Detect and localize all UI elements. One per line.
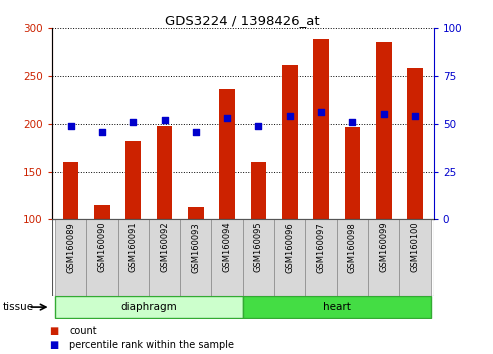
Point [67, 123, 74, 129]
Text: GSM160096: GSM160096 [285, 222, 294, 273]
Text: GSM160092: GSM160092 [160, 222, 169, 272]
Bar [219, 88, 235, 219]
Title: GDS3224 / 1398426_at: GDS3224 / 1398426_at [166, 14, 320, 27]
Point [192, 129, 200, 135]
Bar [188, 207, 204, 219]
Text: GSM160097: GSM160097 [317, 222, 325, 273]
Text: count: count [69, 326, 97, 336]
Bar [180, 219, 211, 296]
Point [98, 129, 106, 135]
Text: GSM160093: GSM160093 [191, 222, 200, 273]
Point [223, 115, 231, 121]
Bar [157, 126, 173, 219]
Bar [243, 219, 274, 296]
Bar [306, 219, 337, 296]
Bar [368, 219, 399, 296]
Bar [211, 219, 243, 296]
Bar [149, 219, 180, 296]
Text: ■: ■ [49, 326, 59, 336]
Bar [117, 219, 149, 296]
Bar [63, 162, 78, 219]
Bar [125, 141, 141, 219]
Text: GSM160100: GSM160100 [411, 222, 420, 272]
Bar [313, 39, 329, 219]
Text: GSM160099: GSM160099 [379, 222, 388, 272]
Bar [55, 296, 243, 318]
Bar [94, 205, 110, 219]
Point [317, 110, 325, 115]
Point [411, 113, 419, 119]
Text: GSM160091: GSM160091 [129, 222, 138, 272]
Text: GSM160098: GSM160098 [348, 222, 357, 273]
Bar [399, 219, 431, 296]
Bar [282, 65, 298, 219]
Bar [376, 42, 391, 219]
Bar [86, 219, 117, 296]
Bar [345, 127, 360, 219]
Point [286, 113, 294, 119]
Text: percentile rank within the sample: percentile rank within the sample [69, 340, 234, 350]
Bar [243, 296, 431, 318]
Point [380, 112, 387, 117]
Text: heart: heart [323, 302, 351, 312]
Point [349, 119, 356, 125]
Text: tissue: tissue [2, 302, 34, 312]
Text: ■: ■ [49, 340, 59, 350]
Text: GSM160094: GSM160094 [223, 222, 232, 272]
Point [161, 117, 169, 123]
Point [254, 123, 262, 129]
Text: GSM160090: GSM160090 [98, 222, 106, 272]
Text: diaphragm: diaphragm [120, 302, 177, 312]
Text: GSM160095: GSM160095 [254, 222, 263, 272]
Bar [274, 219, 306, 296]
Bar [407, 68, 423, 219]
Bar [337, 219, 368, 296]
Bar [250, 162, 266, 219]
Bar [55, 219, 86, 296]
Point [129, 119, 137, 125]
Text: GSM160089: GSM160089 [66, 222, 75, 273]
